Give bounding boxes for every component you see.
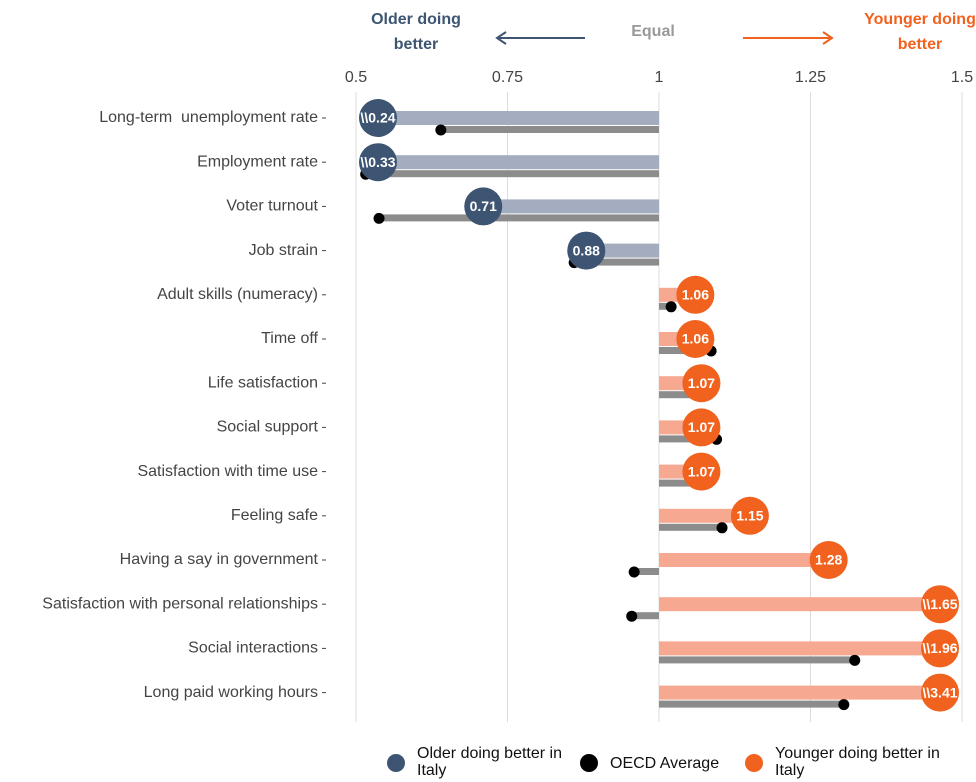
italy-bubble: [921, 629, 959, 668]
y-tick-label: Job strain: [249, 242, 318, 259]
value-label: 1.07: [688, 419, 715, 435]
y-tick-label: Long paid working hours: [144, 684, 318, 701]
value-label: 1.06: [682, 331, 709, 347]
oecd-dot: [665, 301, 677, 313]
y-tick-label: Social support: [217, 419, 319, 436]
legend-label: Older doing better in Italy: [417, 745, 562, 779]
italy-bubble: [464, 187, 503, 226]
value-label: 1.06: [682, 287, 709, 303]
oecd-bar: [631, 612, 659, 620]
left-arrow-head: [495, 31, 507, 45]
italy-bubble: [682, 364, 721, 403]
italy-bubble: [809, 541, 848, 579]
header-center: Equal: [631, 23, 675, 40]
italy-bubble: [730, 496, 769, 535]
value-label: \\1.96: [922, 640, 957, 656]
value-label: 0.71: [470, 198, 497, 214]
x-tick-label: 0.5: [345, 69, 367, 86]
y-tick-label: Satisfaction with personal relationships: [42, 595, 318, 612]
italy-bubble: [676, 320, 715, 358]
oecd-dot: [373, 212, 385, 224]
legend-label: OECD Average: [610, 755, 720, 772]
header-left: Older doing better: [371, 11, 461, 53]
oecd-bar: [659, 656, 855, 664]
oecd-dot: [838, 699, 850, 711]
italy-bar: [659, 685, 940, 700]
italy-bar: [483, 199, 659, 214]
legend-marker: [580, 754, 598, 772]
right-arrow-head: [822, 31, 834, 45]
value-label: \\3.41: [922, 684, 957, 700]
legend-label: Younger doing better in Italy: [775, 745, 940, 779]
oecd-dot: [716, 522, 728, 534]
value-label: 1.28: [815, 552, 842, 568]
value-label: 1.07: [688, 463, 715, 479]
value-label: 0.88: [573, 242, 600, 258]
y-tick-label: Employment rate: [197, 153, 318, 170]
y-tick-label: Time off: [261, 330, 318, 347]
y-tick-label: Voter turnout: [226, 198, 318, 215]
y-tick-label: Social interactions: [188, 640, 318, 657]
oecd-bar: [659, 302, 672, 310]
oecd-dot: [849, 654, 861, 666]
value-label: 1.15: [736, 508, 763, 524]
italy-bar: [659, 641, 940, 656]
oecd-bar: [379, 214, 659, 222]
oecd-bar: [440, 126, 659, 133]
italy-bubble: [567, 231, 606, 270]
arrows: [495, 31, 834, 45]
oecd-bar: [659, 700, 844, 708]
oecd-bar: [365, 170, 659, 178]
value-label: \\1.65: [922, 596, 957, 612]
y-tick-label: Adult skills (numeracy): [157, 286, 318, 303]
italy-bar: [659, 597, 940, 612]
x-tick-label: 0.75: [492, 69, 523, 86]
italy-bubble: [676, 275, 715, 314]
italy-bar: [378, 111, 659, 125]
legend-marker: [387, 754, 405, 772]
value-label: \\0.24: [360, 110, 395, 126]
italy-bar: [659, 508, 750, 523]
header-right: Younger doing better: [864, 11, 976, 53]
value-label: \\0.33: [360, 154, 395, 170]
oecd-dot: [626, 610, 638, 622]
x-tick-label: 1: [655, 69, 664, 86]
y-tick-label: Having a say in government: [120, 551, 319, 568]
y-tick-label: Long-term unemployment rate: [99, 109, 318, 126]
italy-bubble: [921, 585, 959, 624]
italy-bubble: [682, 452, 721, 491]
italy-bubble: [359, 143, 397, 182]
y-tick-label: Satisfaction with time use: [137, 463, 318, 480]
legend-marker: [745, 754, 763, 772]
oecd-bar: [659, 479, 702, 487]
oecd-dot: [435, 124, 447, 136]
oecd-bar: [574, 258, 659, 266]
italy-bar: [659, 553, 829, 567]
oecd-bar: [659, 391, 698, 399]
italy-bar: [378, 155, 659, 170]
x-tick-label: 1.25: [795, 69, 826, 86]
italy-bubble: [921, 673, 959, 712]
x-tick-label: 1.5: [951, 69, 973, 86]
italy-bubble: [359, 99, 397, 137]
italy-bubble: [682, 408, 721, 447]
oecd-bar: [659, 523, 723, 531]
oecd-bar: [634, 568, 659, 575]
y-tick-label: Life satisfaction: [208, 374, 318, 391]
y-tick-label: Feeling safe: [231, 507, 318, 524]
value-label: 1.07: [688, 375, 715, 391]
oecd-dot: [628, 566, 640, 578]
